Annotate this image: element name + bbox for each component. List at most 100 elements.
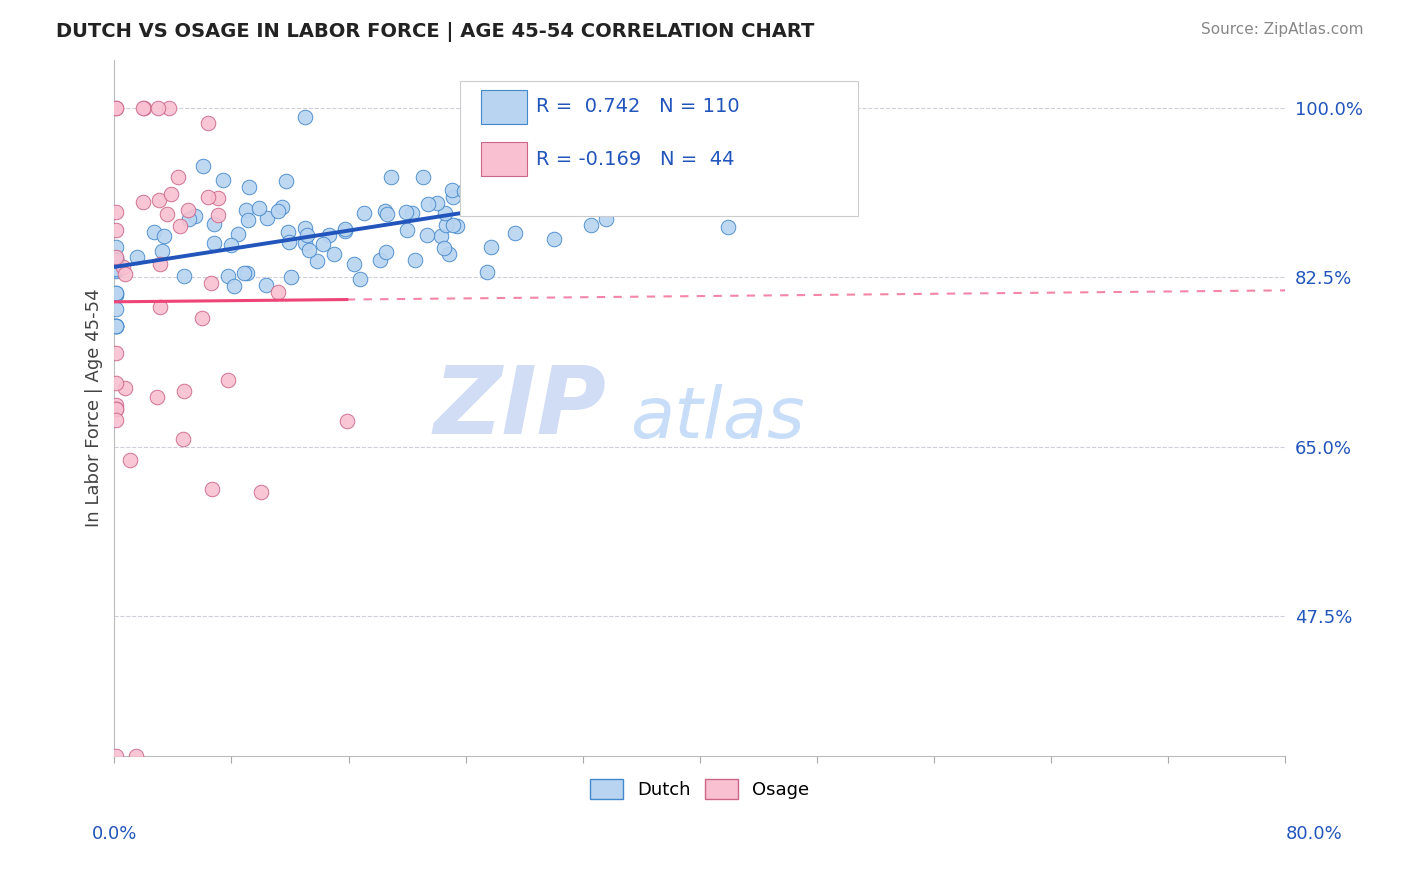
Point xyxy=(176,203,198,218)
Point xyxy=(132,101,155,115)
Point xyxy=(104,286,127,301)
Point xyxy=(148,194,170,208)
Point xyxy=(333,222,356,236)
Point xyxy=(104,262,127,277)
Point xyxy=(276,173,298,187)
Point xyxy=(256,211,278,225)
Point xyxy=(294,110,316,124)
Point xyxy=(104,252,127,267)
Point xyxy=(554,186,576,200)
Point xyxy=(294,235,316,250)
Point xyxy=(152,229,174,244)
Point xyxy=(202,217,225,231)
Point xyxy=(609,156,631,170)
Point xyxy=(104,376,127,391)
Point xyxy=(717,219,740,234)
Point xyxy=(104,264,127,278)
Point xyxy=(395,223,418,237)
Point xyxy=(104,262,127,277)
Point xyxy=(412,169,434,184)
Text: 0.0%: 0.0% xyxy=(91,825,136,843)
Point xyxy=(813,117,835,131)
Point xyxy=(104,251,127,265)
Point xyxy=(212,173,235,187)
Point xyxy=(127,250,149,264)
Point xyxy=(143,225,166,239)
Point xyxy=(132,194,155,209)
Text: R =  0.742   N = 110: R = 0.742 N = 110 xyxy=(536,97,740,117)
Point xyxy=(745,169,768,183)
Point xyxy=(280,270,302,285)
Point xyxy=(173,268,195,283)
Point xyxy=(335,224,357,238)
Legend: Dutch, Osage: Dutch, Osage xyxy=(583,772,817,806)
Point xyxy=(157,101,180,115)
Point xyxy=(191,311,214,326)
Point xyxy=(614,170,637,185)
Point xyxy=(167,169,190,184)
Point xyxy=(536,188,558,202)
Point xyxy=(479,240,502,254)
Point xyxy=(404,253,426,268)
Point xyxy=(104,301,127,316)
Point xyxy=(475,264,498,278)
Point xyxy=(236,266,259,280)
Text: Source: ZipAtlas.com: Source: ZipAtlas.com xyxy=(1201,22,1364,37)
Point xyxy=(104,240,127,254)
Point xyxy=(134,101,156,115)
Point xyxy=(104,345,127,359)
Point xyxy=(104,252,127,267)
Point xyxy=(741,153,763,167)
Point xyxy=(104,223,127,237)
Point xyxy=(207,191,229,205)
Point xyxy=(294,220,316,235)
Point xyxy=(197,115,219,129)
Point xyxy=(734,195,756,210)
Point xyxy=(169,219,191,234)
Point xyxy=(235,202,257,217)
Point xyxy=(267,204,290,219)
Point xyxy=(305,253,328,268)
Point xyxy=(270,201,292,215)
Point xyxy=(191,160,214,174)
FancyBboxPatch shape xyxy=(481,142,526,176)
Point xyxy=(114,381,136,395)
Point xyxy=(689,149,711,163)
Point xyxy=(375,207,398,221)
Point xyxy=(453,185,475,199)
Point xyxy=(821,181,844,195)
Point xyxy=(416,228,439,243)
Point xyxy=(418,197,440,211)
Point xyxy=(374,204,396,219)
Point xyxy=(104,318,127,333)
Point xyxy=(441,218,464,232)
Text: DUTCH VS OSAGE IN LABOR FORCE | AGE 45-54 CORRELATION CHART: DUTCH VS OSAGE IN LABOR FORCE | AGE 45-5… xyxy=(56,22,814,42)
Point xyxy=(593,171,616,186)
Point xyxy=(247,201,270,215)
Point xyxy=(104,398,127,412)
Point xyxy=(104,252,127,266)
Point xyxy=(104,101,127,115)
Point xyxy=(236,213,259,227)
Point xyxy=(184,209,207,223)
Point xyxy=(217,373,239,387)
Point xyxy=(433,206,456,220)
Point xyxy=(200,276,222,290)
Point xyxy=(277,225,299,239)
Point xyxy=(104,402,127,417)
Point xyxy=(277,235,299,249)
Point xyxy=(505,227,527,241)
Point xyxy=(430,228,453,243)
Point xyxy=(197,190,219,204)
Point xyxy=(486,179,509,194)
Point xyxy=(104,413,127,427)
Point xyxy=(557,171,579,186)
Point xyxy=(104,252,127,267)
Point xyxy=(118,452,141,467)
Y-axis label: In Labor Force | Age 45-54: In Labor Force | Age 45-54 xyxy=(86,289,103,527)
Point xyxy=(441,183,464,197)
Point xyxy=(441,190,464,204)
Point xyxy=(312,237,335,252)
Point xyxy=(437,247,460,261)
Point xyxy=(104,263,127,277)
